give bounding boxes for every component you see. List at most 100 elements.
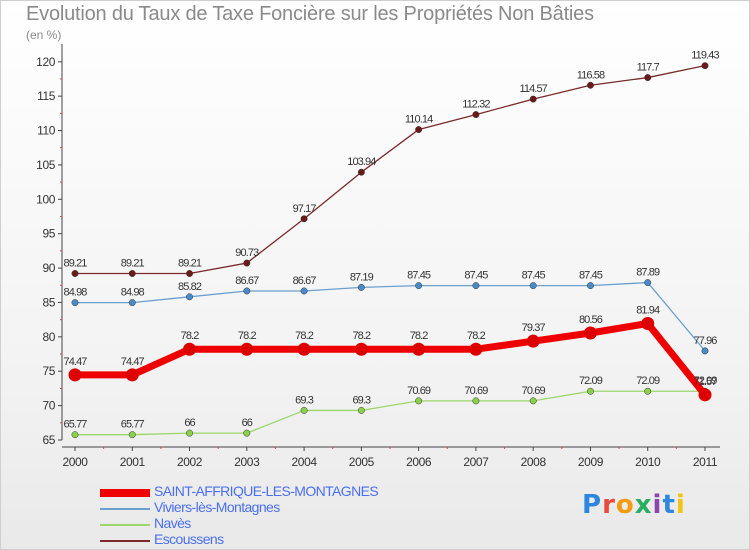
data-point-naves [186,429,193,437]
y-tick-label: 65 [42,433,55,447]
data-label-escoussens: 97.17 [293,203,317,215]
data-point-escoussens [644,74,652,82]
x-tick-label: 2010 [635,455,661,469]
data-point-naves [357,406,365,414]
legend-swatch [100,524,150,526]
y-tick-label: 90 [42,261,55,275]
y-tick-label: 110 [37,124,56,138]
x-tick-label: 2008 [521,455,547,469]
data-point-escoussens [587,81,594,89]
data-point-naves [644,387,652,395]
legend-swatch [100,489,150,497]
legend-label: Navès [154,515,191,531]
x-tick-label: 2000 [62,455,88,469]
data-point-viviers-les-montagnes [472,282,480,290]
data-label-escoussens: 89.21 [121,258,145,270]
data-point-escoussens [415,126,423,134]
y-tick-label: 85 [42,295,55,309]
data-point-escoussens [300,215,308,223]
data-point-viviers-les-montagnes [587,282,594,290]
data-point-escoussens [128,270,136,277]
data-point-escoussens [529,95,537,103]
data-point-saint-affrique-les-montagnes [68,368,82,382]
data-label-saint-affrique-les-montagnes: 78.2 [467,330,486,342]
series-line-saint-affrique-les-montagnes [71,320,709,399]
data-point-escoussens [701,62,709,70]
data-label-saint-affrique-les-montagnes: 78.2 [295,330,314,342]
data-point-escoussens [71,270,79,277]
y-tick-label: 95 [42,227,55,241]
data-label-viviers-les-montagnes: 87.45 [464,270,488,282]
data-point-saint-affrique-les-montagnes [240,342,254,356]
x-tick-label: 2001 [120,455,146,469]
data-label-saint-affrique-les-montagnes: 78.2 [238,330,257,342]
x-tick-label: 2007 [463,455,489,469]
data-label-viviers-les-montagnes: 86.67 [235,275,259,287]
legend-swatch [100,508,150,510]
data-point-escoussens [243,259,251,267]
data-label-naves: 66 [184,417,195,429]
data-point-saint-affrique-les-montagnes [125,368,139,382]
data-point-escoussens [472,111,480,119]
y-tick-label: 120 [36,55,56,69]
unit-label: (en %) [26,28,62,42]
data-label-viviers-les-montagnes: 87.45 [407,270,431,282]
data-label-saint-affrique-les-montagnes: 81.94 [636,305,660,317]
data-point-naves [529,397,537,405]
data-point-saint-affrique-les-montagnes [641,317,655,331]
data-label-saint-affrique-les-montagnes: 74.47 [121,356,145,368]
data-point-naves [472,397,480,405]
x-tick-label: 2002 [177,455,203,469]
data-point-naves [300,406,308,414]
x-tick-label: 2004 [292,455,318,469]
chart-title: Evolution du Taux de Taxe Foncière sur l… [26,3,594,25]
legend-label: SAINT-AFFRIQUE-LES-MONTAGNES [154,483,379,499]
y-tick-label: 80 [42,330,55,344]
data-point-saint-affrique-les-montagnes [183,342,197,356]
data-label-saint-affrique-les-montagnes: 79.37 [522,322,546,334]
data-label-naves: 65.77 [63,419,87,431]
data-label-viviers-les-montagnes: 87.19 [350,271,374,283]
data-label-escoussens: 116.58 [577,69,605,81]
data-point-naves [587,387,594,395]
data-label-viviers-les-montagnes: 87.45 [522,270,546,282]
legend-swatch [100,540,150,542]
y-tick-label: 70 [42,399,55,413]
data-label-naves: 66 [242,417,253,429]
y-tick-label: 75 [42,364,55,378]
data-point-saint-affrique-les-montagnes [526,334,540,348]
data-point-naves [415,397,423,405]
data-label-viviers-les-montagnes: 77.96 [693,335,717,347]
data-label-naves: 70.69 [522,385,546,397]
data-point-viviers-les-montagnes [529,282,537,290]
data-label-saint-affrique-les-montagnes: 71.57 [693,376,717,388]
x-tick-label: 2006 [406,455,432,469]
x-tick-label: 2003 [234,455,260,469]
data-label-viviers-les-montagnes: 84.98 [121,287,145,299]
data-label-viviers-les-montagnes: 87.45 [579,270,603,282]
data-label-viviers-les-montagnes: 86.67 [293,275,317,287]
data-label-escoussens: 90.73 [235,247,259,259]
data-label-escoussens: 112.32 [462,99,490,111]
data-point-saint-affrique-les-montagnes [698,388,712,402]
data-label-escoussens: 89.21 [63,258,87,270]
data-label-escoussens: 89.21 [178,258,202,270]
data-point-viviers-les-montagnes [701,347,709,355]
data-label-naves: 72.09 [636,375,660,387]
data-label-escoussens: 114.57 [519,83,547,95]
data-point-viviers-les-montagnes [357,283,365,291]
data-label-saint-affrique-les-montagnes: 80.56 [579,314,603,326]
data-point-naves [243,429,251,437]
proxiti-logo: Proxiti [582,490,686,520]
data-label-escoussens: 103.94 [347,156,376,168]
data-label-saint-affrique-les-montagnes: 74.47 [63,356,87,368]
data-point-escoussens [186,270,193,277]
x-tick-label: 2009 [578,455,604,469]
data-point-viviers-les-montagnes [415,282,423,290]
data-label-naves: 69.3 [352,394,371,406]
data-label-naves: 69.3 [295,394,314,406]
series-line-escoussens [74,65,706,275]
data-point-viviers-les-montagnes [128,299,136,307]
data-label-naves: 65.77 [121,419,145,431]
